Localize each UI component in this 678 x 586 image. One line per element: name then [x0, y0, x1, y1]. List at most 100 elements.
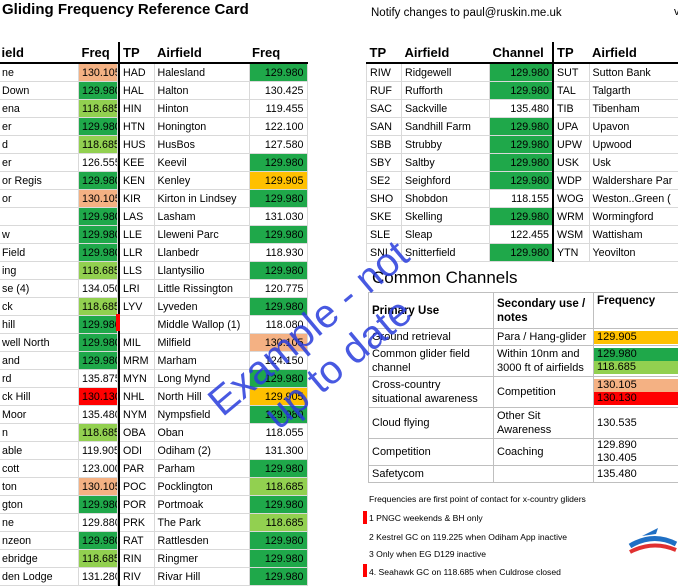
cc-header-secondary: Secondary use / notes: [494, 293, 594, 329]
tp-code: WDP: [553, 172, 589, 190]
col-header-airfield: Airfield: [154, 42, 249, 63]
primary-use: Safetycom: [369, 466, 494, 483]
airfield-name: Wormingford: [589, 208, 678, 226]
table-row: Safetycom 135.480: [369, 466, 678, 483]
table-row: 129.980: [0, 208, 118, 226]
secondary-use: [494, 466, 594, 483]
tp-code: TAL: [553, 82, 589, 100]
airfield-name: ena: [0, 100, 79, 118]
col-header-freq: Freq: [249, 42, 307, 63]
tp-code: YTN: [553, 244, 589, 262]
frequency-cell: 120.775: [249, 280, 307, 298]
airfield-name: able: [0, 442, 79, 460]
frequency-cell: 129.905: [594, 329, 678, 346]
frequency-cell: 135.480: [594, 466, 678, 483]
tp-code: LLR: [119, 244, 154, 262]
frequency-cell: 135.480: [490, 100, 553, 118]
frequency-cell: 129.980: [79, 118, 118, 136]
airfield-name: hill: [0, 316, 79, 334]
airfield-name: Sackville: [402, 100, 490, 118]
frequency-cell: 122.455: [490, 226, 553, 244]
cc-header-primary: Primary Use: [369, 293, 494, 329]
airfield-name: Down: [0, 82, 79, 100]
airfield-name: Weston..Green (: [589, 190, 678, 208]
airfield-name: well North: [0, 334, 79, 352]
airfield-name: cott: [0, 460, 79, 478]
airfield-name: Sutton Bank: [589, 63, 678, 82]
club-logo-icon: [628, 522, 678, 562]
frequency-cell: 118.685: [79, 550, 118, 568]
tp-code: HUS: [119, 136, 154, 154]
frequency-cell: 129.880: [79, 514, 118, 532]
note-2: 2 Kestrel GC on 119.225 when Odiham App …: [369, 532, 567, 542]
tp-code: SKE: [367, 208, 402, 226]
airfield-name: Middle Wallop (1): [154, 316, 249, 334]
primary-use: Competition: [369, 439, 494, 466]
tp-code: NHL: [119, 388, 154, 406]
tp-code: UPA: [553, 118, 589, 136]
frequency-cell: 129.980: [249, 262, 307, 280]
airfield-name: Saltby: [402, 154, 490, 172]
tp-code: [119, 316, 154, 334]
airfield-name: Oban: [154, 424, 249, 442]
airfield-name: Usk: [589, 154, 678, 172]
airfield-name: Waldershare Par: [589, 172, 678, 190]
note-marker: [363, 511, 367, 524]
frequency-cell: 118.685: [79, 262, 118, 280]
secondary-use: Within 10nm and 3000 ft of airfields: [494, 346, 594, 377]
airfield-name: er: [0, 118, 79, 136]
airfield-name: Kirton in Lindsey: [154, 190, 249, 208]
airfield-name: The Park: [154, 514, 249, 532]
tp-code: SAC: [367, 100, 402, 118]
frequency-cell: 129.980: [490, 136, 553, 154]
frequency-cell: 118.080: [249, 316, 307, 334]
airfield-name: Kenley: [154, 172, 249, 190]
tp-code: LYV: [119, 298, 154, 316]
tp-code: KIR: [119, 190, 154, 208]
airfield-name: rd: [0, 370, 79, 388]
frequency-cell: 129.980: [249, 406, 307, 424]
tp-code: SE2: [367, 172, 402, 190]
airfield-name: Skelling: [402, 208, 490, 226]
airfield-name: Hinton: [154, 100, 249, 118]
airfield-name: or Regis: [0, 172, 79, 190]
airfield-name: n: [0, 424, 79, 442]
tp-code: MYN: [119, 370, 154, 388]
airfield-name: Upavon: [589, 118, 678, 136]
frequency-cell: 129.980: [490, 63, 553, 82]
corner-text: v: [674, 6, 678, 18]
tp-code: PAR: [119, 460, 154, 478]
note-3: 3 Only when EG D129 inactive: [369, 549, 486, 559]
frequency-value: 130.130: [594, 392, 678, 405]
airfield-name: ing: [0, 262, 79, 280]
frequency-value: 130.535: [594, 417, 678, 430]
airfield-name: Odiham (2): [154, 442, 249, 460]
airfield-name: ebridge: [0, 550, 79, 568]
tp-code: HTN: [119, 118, 154, 136]
airfield-name: Halton: [154, 82, 249, 100]
